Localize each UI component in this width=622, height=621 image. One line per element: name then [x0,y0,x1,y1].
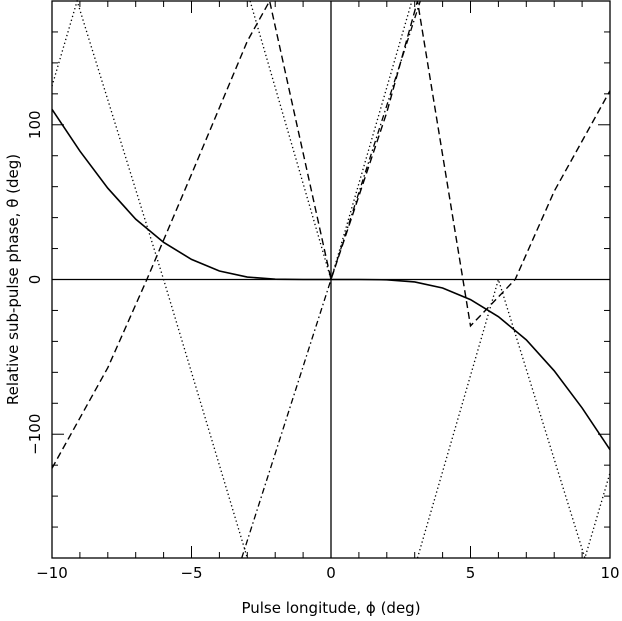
y-tick-label: 0 [26,275,44,285]
tick-labels: −10 −5 0 5 10 −100 0 100 [26,110,620,582]
x-tick-label: −5 [180,564,202,582]
x-tick-label: 10 [600,564,619,582]
axis-ticks [51,1,611,558]
x-tick-label: 0 [326,564,336,582]
series-dashed [51,0,611,469]
series-dash-dot [241,0,421,559]
series-lines [51,0,611,561]
y-axis-label: Relative sub-pulse phase, θ (deg) [4,154,22,405]
plot-frame [51,0,611,559]
x-tick-label: 5 [466,564,476,582]
x-axis-label: Pulse longitude, ϕ (deg) [241,599,420,617]
series-solid [51,108,611,451]
y-tick-label: 100 [26,110,44,139]
y-tick-label: −100 [26,414,44,455]
x-tick-label: −10 [36,564,68,582]
series-dotted [51,0,611,561]
